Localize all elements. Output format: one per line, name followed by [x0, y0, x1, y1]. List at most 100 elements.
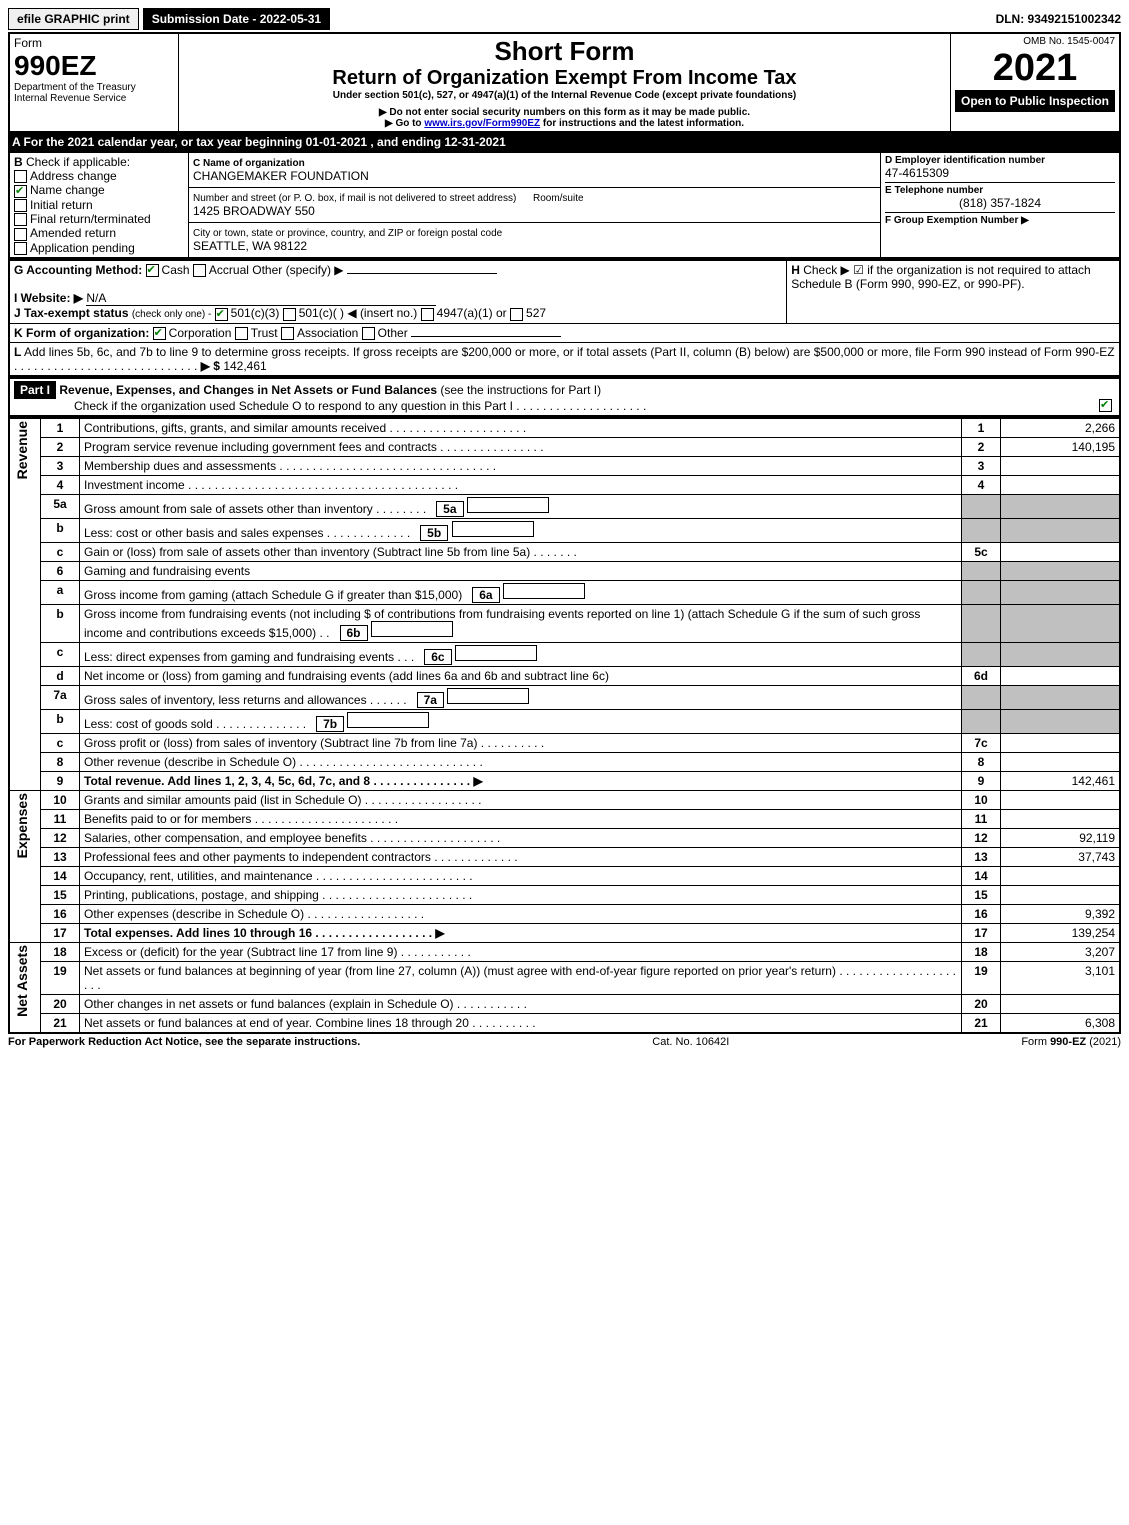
part-i-check-text: Check if the organization used Schedule … — [14, 399, 513, 413]
phone-value: (818) 357-1824 — [885, 196, 1115, 210]
line-10-box: 10 — [962, 790, 1001, 809]
cash-label: Cash — [162, 263, 190, 277]
line-16-amount: 9,392 — [1001, 904, 1121, 923]
line-6-greyamt — [1001, 561, 1121, 580]
line-6c-innerbox: 6c — [424, 649, 451, 665]
line-16-box: 16 — [962, 904, 1001, 923]
other-org-input[interactable] — [411, 336, 561, 337]
other-org-checkbox[interactable] — [362, 327, 375, 340]
line-7a-inneramt[interactable] — [447, 688, 529, 704]
line-21-num: 21 — [41, 1013, 80, 1033]
4947-checkbox[interactable] — [421, 308, 434, 321]
line-18-num: 18 — [41, 942, 80, 961]
line-5a-greyamt — [1001, 494, 1121, 518]
line-6d-text: Net income or (loss) from gaming and fun… — [80, 666, 962, 685]
line-18-amount: 3,207 — [1001, 942, 1121, 961]
line-17-amount: 139,254 — [1001, 923, 1121, 942]
line-4-box: 4 — [962, 475, 1001, 494]
line-6b-greyamt — [1001, 604, 1121, 642]
line-6a-greyamt — [1001, 580, 1121, 604]
line-1-box: 1 — [962, 418, 1001, 438]
section-i-label: I Website: ▶ — [14, 291, 83, 305]
final-return-checkbox[interactable] — [14, 213, 27, 226]
line-14-amount — [1001, 866, 1121, 885]
amended-return-checkbox[interactable] — [14, 228, 27, 241]
line-10-amount — [1001, 790, 1121, 809]
website-value: N/A — [86, 291, 436, 306]
line-5c-num: c — [41, 542, 80, 561]
line-3-amount — [1001, 456, 1121, 475]
initial-return-checkbox[interactable] — [14, 199, 27, 212]
line-11-text: Benefits paid to or for members . . . . … — [80, 809, 962, 828]
assoc-label: Association — [297, 326, 358, 340]
line-7b-inneramt[interactable] — [347, 712, 429, 728]
short-form-title: Short Form — [183, 36, 946, 67]
4947-label: 4947(a)(1) or — [437, 306, 507, 320]
efile-print-button[interactable]: efile GRAPHIC print — [8, 8, 139, 30]
line-5a-inneramt[interactable] — [467, 497, 549, 513]
section-g-label: G Accounting Method: — [14, 263, 142, 277]
section-j-label: J Tax-exempt status — [14, 306, 129, 320]
section-k-label: K Form of organization: — [14, 326, 149, 340]
part-i-label: Part I — [14, 381, 56, 399]
page-footer: For Paperwork Reduction Act Notice, see … — [8, 1034, 1121, 1048]
line-7b-greyamt — [1001, 709, 1121, 733]
line-6d-amount — [1001, 666, 1121, 685]
line-21-text: Net assets or fund balances at end of ye… — [80, 1013, 962, 1033]
irs-link[interactable]: www.irs.gov/Form990EZ — [424, 118, 540, 129]
line-6c-greybox — [962, 642, 1001, 666]
line-2-amount: 140,195 — [1001, 437, 1121, 456]
line-20-text: Other changes in net assets or fund bala… — [80, 994, 962, 1013]
line-6b-text: Gross income from fundraising events (no… — [84, 607, 920, 640]
line-19-amount: 3,101 — [1001, 961, 1121, 994]
goto-line: ▶ Go to www.irs.gov/Form990EZ for instru… — [183, 118, 946, 129]
trust-checkbox[interactable] — [235, 327, 248, 340]
501c3-label: 501(c)(3) — [231, 306, 280, 320]
omb-number: OMB No. 1545-0047 — [955, 36, 1115, 47]
part-i-title: Revenue, Expenses, and Changes in Net As… — [59, 383, 437, 397]
main-title: Return of Organization Exempt From Incom… — [183, 67, 946, 90]
application-pending-checkbox[interactable] — [14, 242, 27, 255]
section-b-label: B — [14, 155, 23, 169]
line-5c-box: 5c — [962, 542, 1001, 561]
footer-right-pre: Form — [1021, 1036, 1050, 1048]
line-2-text: Program service revenue including govern… — [80, 437, 962, 456]
other-method-input[interactable] — [347, 273, 497, 274]
527-checkbox[interactable] — [510, 308, 523, 321]
section-l-text: Add lines 5b, 6c, and 7b to line 9 to de… — [24, 345, 1115, 359]
footer-right-bold: 990-EZ — [1050, 1036, 1086, 1048]
address-change-checkbox[interactable] — [14, 170, 27, 183]
line-5b-inneramt[interactable] — [452, 521, 534, 537]
line-13-num: 13 — [41, 847, 80, 866]
501c-checkbox[interactable] — [283, 308, 296, 321]
line-7b-num: b — [41, 709, 80, 733]
assoc-checkbox[interactable] — [281, 327, 294, 340]
line-19-box: 19 — [962, 961, 1001, 994]
footer-catno: Cat. No. 10642I — [652, 1036, 729, 1048]
section-l-arrow: ▶ $ — [201, 359, 220, 373]
street-value: 1425 BROADWAY 550 — [193, 204, 315, 218]
line-6a-inneramt[interactable] — [503, 583, 585, 599]
line-11-amount — [1001, 809, 1121, 828]
line-1-num: 1 — [41, 418, 80, 438]
line-3-num: 3 — [41, 456, 80, 475]
line-15-amount — [1001, 885, 1121, 904]
name-change-checkbox[interactable] — [14, 185, 27, 198]
city-value: SEATTLE, WA 98122 — [193, 239, 307, 253]
cash-checkbox[interactable] — [146, 264, 159, 277]
line-7a-innerbox: 7a — [417, 692, 444, 708]
accrual-checkbox[interactable] — [193, 264, 206, 277]
501c-label: 501(c)( ) ◀ (insert no.) — [299, 306, 418, 320]
line-6c-inneramt[interactable] — [455, 645, 537, 661]
schedule-o-checkbox[interactable] — [1099, 399, 1112, 412]
line-7a-greybox — [962, 685, 1001, 709]
line-6c-num: c — [41, 642, 80, 666]
amended-return-label: Amended return — [30, 226, 116, 240]
open-public: Open to Public Inspection — [955, 90, 1115, 112]
section-d-label: D Employer identification number — [885, 155, 1115, 166]
corp-checkbox[interactable] — [153, 327, 166, 340]
501c3-checkbox[interactable] — [215, 308, 228, 321]
line-14-num: 14 — [41, 866, 80, 885]
line-6b-inneramt[interactable] — [371, 621, 453, 637]
line-9-text: Total revenue. Add lines 1, 2, 3, 4, 5c,… — [80, 771, 962, 790]
